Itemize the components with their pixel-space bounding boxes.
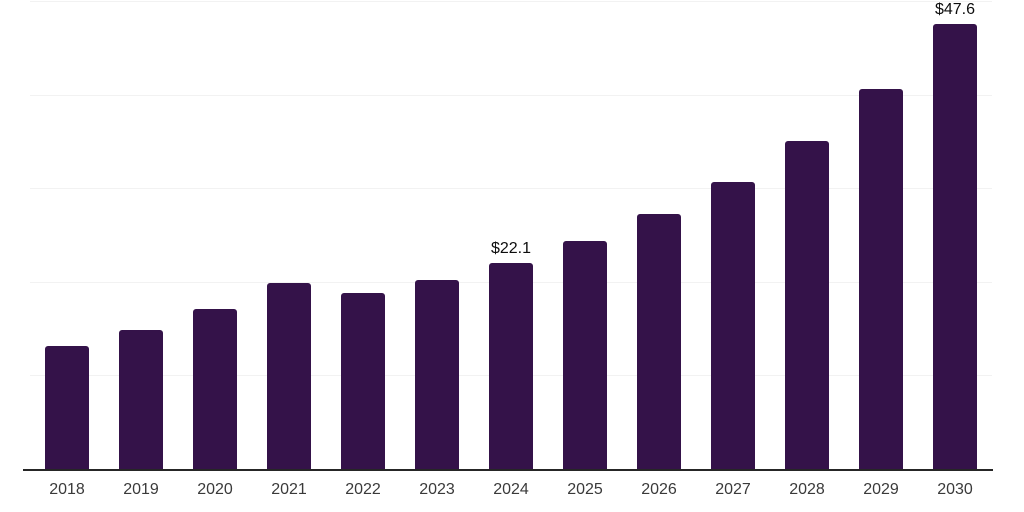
- bar-2022: [341, 293, 385, 470]
- bar-slot: $22.1: [474, 2, 548, 470]
- bar-slot: [30, 2, 104, 470]
- x-axis-tick-labels: 2018 2019 2020 2021 2022 2023 2024 2025 2026 2027…: [30, 481, 992, 499]
- bar-2028: [785, 140, 829, 470]
- bar-2029: [859, 89, 903, 470]
- bar-slot: [844, 2, 918, 470]
- bar-2027: [711, 181, 755, 470]
- x-tick-label: 2027: [715, 481, 751, 498]
- bar-2023: [415, 280, 459, 470]
- plot-area: $22.1 $47.6: [30, 1, 992, 470]
- bar-slot: [400, 2, 474, 470]
- bar-2021: [267, 282, 311, 470]
- bar-slot: [770, 2, 844, 470]
- bar-value-label: $47.6: [934, 1, 976, 19]
- bar-slot: $47.6: [918, 1, 992, 470]
- gridline: [30, 188, 992, 190]
- bar-slot: [252, 2, 326, 470]
- x-tick-label: 2021: [271, 481, 307, 498]
- bar-2030: [933, 24, 977, 470]
- bar-slot: [548, 2, 622, 470]
- gridline: [30, 94, 992, 96]
- bar-2025: [563, 240, 607, 470]
- x-tick-label: 2028: [789, 481, 825, 498]
- bar-value-label: $22.1: [490, 240, 532, 258]
- x-tick-label: 2026: [641, 481, 677, 498]
- bar-slot: [326, 2, 400, 470]
- bars-container: $22.1 $47.6: [30, 1, 992, 470]
- x-tick-label: 2019: [123, 481, 159, 498]
- x-tick-label: 2020: [197, 481, 233, 498]
- bar-2024: [489, 263, 533, 470]
- gridline: [30, 1, 992, 2]
- x-axis-line: [23, 469, 993, 471]
- x-tick-label: 2025: [567, 481, 603, 498]
- bar-slot: [622, 2, 696, 470]
- bar-slot: [696, 2, 770, 470]
- x-tick-label: 2018: [49, 481, 85, 498]
- x-tick-label: 2029: [863, 481, 899, 498]
- bar-slot: [178, 2, 252, 470]
- bar-2019: [119, 329, 163, 470]
- bar-2026: [637, 214, 681, 470]
- bar-2018: [45, 345, 89, 470]
- x-tick-label: 2030: [937, 481, 973, 498]
- x-tick-label: 2024: [493, 481, 529, 498]
- bar-slot: [104, 2, 178, 470]
- x-tick-label: 2023: [419, 481, 455, 498]
- x-tick-label: 2022: [345, 481, 381, 498]
- bar-2020: [193, 309, 237, 470]
